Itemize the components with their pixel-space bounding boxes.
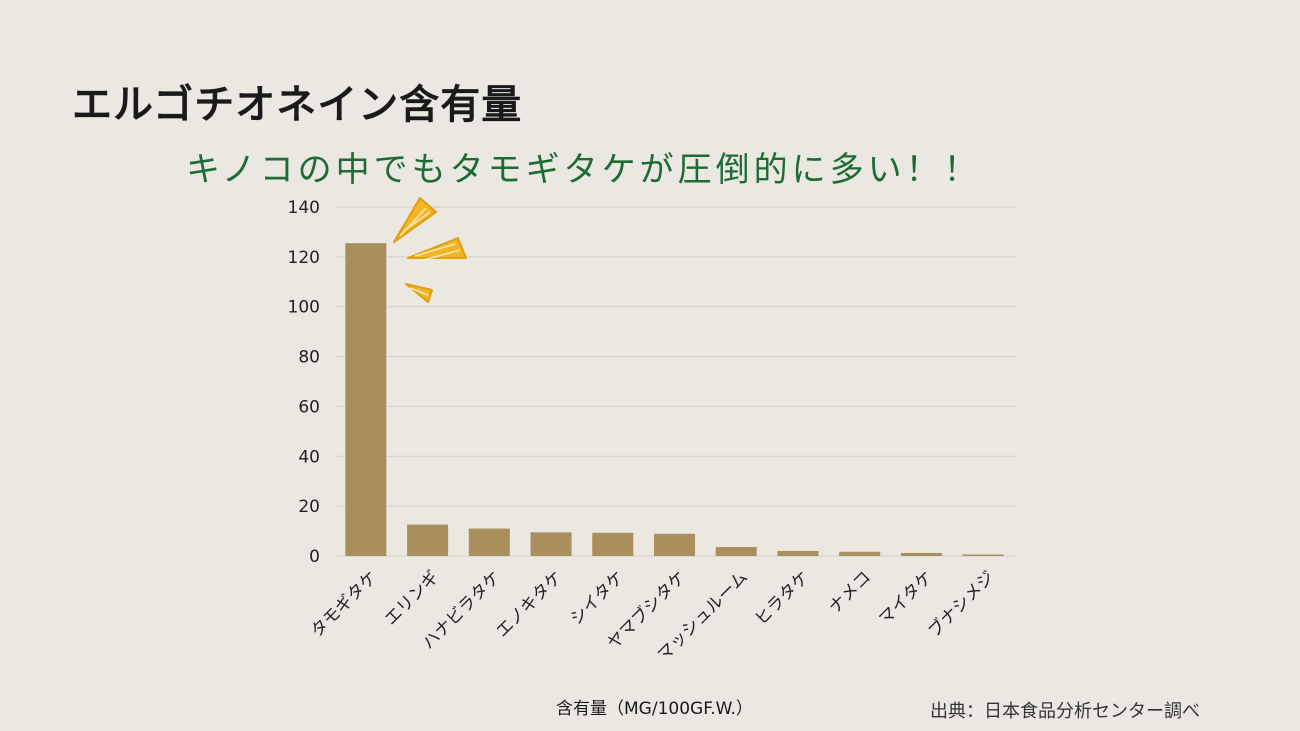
bar [777, 551, 819, 556]
chart-title: エルゴチオネイン含有量 [72, 82, 523, 128]
y-tick-label: 80 [298, 348, 320, 368]
y-tick-label: 0 [309, 547, 320, 567]
y-tick-label: 60 [298, 397, 320, 417]
gridlines [337, 206, 1016, 557]
bar [839, 551, 881, 556]
x-tick-label: マイタケ [875, 567, 937, 629]
chart-subtitle: キノコの中でもタモギタケが圧倒的に多い！！ [186, 150, 982, 190]
bar [962, 554, 1004, 556]
bar [407, 524, 449, 556]
bar [654, 533, 695, 556]
y-tick-label: 40 [298, 447, 320, 467]
x-tick-label: ブナシメジ [924, 567, 999, 642]
x-tick-label: エノキタケ [492, 567, 566, 641]
source-note: 出典：日本食品分析センター調べ [930, 701, 1200, 722]
bar [345, 243, 387, 556]
x-tick-label: ナメコ [825, 567, 875, 617]
x-tick-label: タモギタケ [307, 567, 381, 641]
bar [468, 528, 510, 556]
yellow-emphasis-marks-icon [393, 197, 467, 303]
x-tick-label: ヒラタケ [751, 567, 813, 629]
x-tick-label: エリンギ [381, 567, 443, 629]
bar [592, 532, 634, 556]
x-axis-title: 含有量（MG/100GF.W.） [556, 699, 753, 719]
bar [900, 553, 942, 556]
y-tick-label: 140 [288, 198, 320, 218]
x-tick-label: シイタケ [567, 567, 629, 629]
y-tick-label: 20 [298, 497, 320, 517]
bars [345, 243, 1004, 556]
y-axis-ticks: 0 20 40 60 80 100 120 140 [288, 198, 320, 567]
y-tick-label: 100 [288, 298, 320, 318]
bar [715, 547, 757, 556]
bar [530, 532, 572, 556]
y-tick-label: 120 [288, 248, 320, 268]
